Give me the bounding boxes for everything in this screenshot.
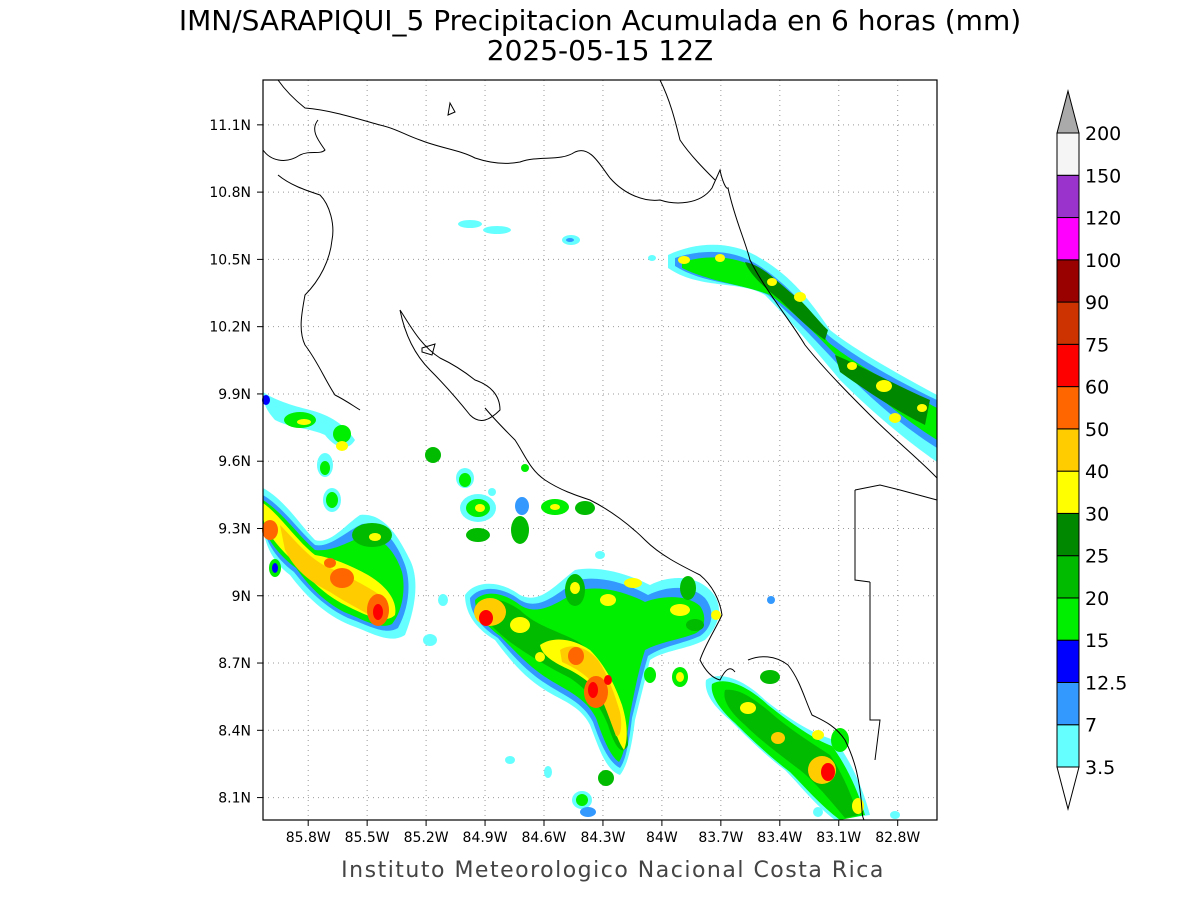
- colorbar-label: 3.5: [1085, 757, 1115, 779]
- map-panel: 85.8W 85.5W 85.2W 84.9W 84.6W 84.3W 84W 83.7W 83…: [209, 79, 938, 846]
- lon-tick-label: 84.9W: [463, 830, 508, 846]
- colorbar-swatch: [1056, 132, 1080, 176]
- lon-tick-label: 84.3W: [580, 830, 625, 846]
- lon-tick-label: 83.4W: [757, 830, 802, 846]
- colorbar-label: 50: [1085, 419, 1109, 441]
- rain-cell: [465, 568, 721, 817]
- colorbar-lower-arrow: [1056, 766, 1080, 811]
- longitude-ticks: 85.8W 85.5W 85.2W 84.9W 84.6W 84.3W 84W 83.7W 83…: [286, 820, 920, 846]
- colorbar-label: 12.5: [1085, 672, 1127, 694]
- lat-tick-label: 9.3N: [218, 521, 251, 537]
- latitude-ticks: 8.1N 8.4N 8.7N 9N 9.3N 9.6N 9.9N 10.2N 10.5N 10.8…: [209, 118, 263, 807]
- lon-tick-label: 85.8W: [286, 830, 331, 846]
- lon-tick-label: 83.7W: [698, 830, 743, 846]
- map-frame: [262, 79, 938, 821]
- lat-tick-label: 9.6N: [218, 454, 251, 470]
- rain-cell: [668, 244, 937, 462]
- colorbar-label: 20: [1085, 588, 1109, 610]
- colorbar-swatch: [1056, 428, 1080, 472]
- colorbar-swatch: [1056, 555, 1080, 599]
- colorbar-swatch: [1056, 174, 1080, 219]
- coastline: [262, 79, 938, 821]
- colorbar-swatch: [1056, 217, 1080, 261]
- colorbar-label: 15: [1085, 630, 1109, 652]
- colorbar-swatch: [1056, 301, 1080, 345]
- lat-tick-label: 10.2N: [209, 320, 251, 336]
- lat-tick-label: 10.8N: [209, 185, 251, 201]
- colorbar-label: 60: [1085, 377, 1109, 399]
- colorbar-swatch: [1056, 639, 1080, 683]
- colorbar-swatch: [1056, 681, 1080, 726]
- lat-tick-label: 8.7N: [218, 656, 251, 672]
- colorbar-swatch: [1056, 724, 1080, 768]
- lon-tick-label: 84W: [646, 830, 678, 846]
- lon-tick-label: 85.2W: [404, 830, 449, 846]
- colorbar-label: 90: [1085, 292, 1109, 314]
- colorbar-swatch: [1056, 343, 1080, 388]
- colorbar-label: 100: [1085, 250, 1121, 272]
- colorbar-swatch: [1056, 512, 1080, 557]
- colorbar-label: 40: [1085, 461, 1109, 483]
- title-line-2: 2025-05-15 12Z: [487, 34, 713, 67]
- colorbar-swatch: [1056, 597, 1080, 641]
- lat-tick-label: 8.1N: [218, 791, 251, 807]
- lon-tick-label: 83.1W: [816, 830, 861, 846]
- colorbar-label: 120: [1085, 208, 1121, 230]
- lat-tick-label: 11.1N: [209, 118, 251, 134]
- colorbar-label: 25: [1085, 546, 1109, 568]
- rain-cell: [456, 464, 605, 559]
- colorbar: 3.5 7 12.5 15 20 25 30 40 50 60 75 90 100 120 150 200: [1056, 89, 1127, 811]
- lat-tick-label: 8.4N: [218, 723, 251, 739]
- colorbar-upper-arrow: [1056, 89, 1080, 134]
- graticule: [263, 80, 937, 820]
- rain-cell: [262, 392, 441, 512]
- lat-tick-label: 10.5N: [209, 252, 251, 268]
- precipitation-field: [262, 220, 937, 820]
- title-line-1: IMN/SARAPIQUI_5 Precipitacion Acumulada …: [179, 4, 1021, 37]
- colorbar-swatch: [1056, 386, 1080, 430]
- lon-tick-label: 85.5W: [345, 830, 390, 846]
- rain-cell: [262, 488, 448, 646]
- colorbar-label: 7: [1085, 715, 1097, 737]
- lat-tick-label: 9N: [232, 589, 251, 605]
- lat-tick-label: 9.9N: [218, 387, 251, 403]
- colorbar-swatch: [1056, 470, 1080, 514]
- credit-line: Instituto Meteorologico Nacional Costa R…: [341, 858, 885, 883]
- colorbar-label: 30: [1085, 503, 1109, 525]
- colorbar-label: 200: [1085, 123, 1121, 145]
- lon-tick-label: 82.8W: [875, 830, 920, 846]
- colorbar-label: 75: [1085, 334, 1109, 356]
- colorbar-swatch: [1056, 259, 1080, 303]
- colorbar-label: 150: [1085, 165, 1121, 187]
- rain-cell: [705, 596, 900, 820]
- lon-tick-label: 84.6W: [521, 830, 566, 846]
